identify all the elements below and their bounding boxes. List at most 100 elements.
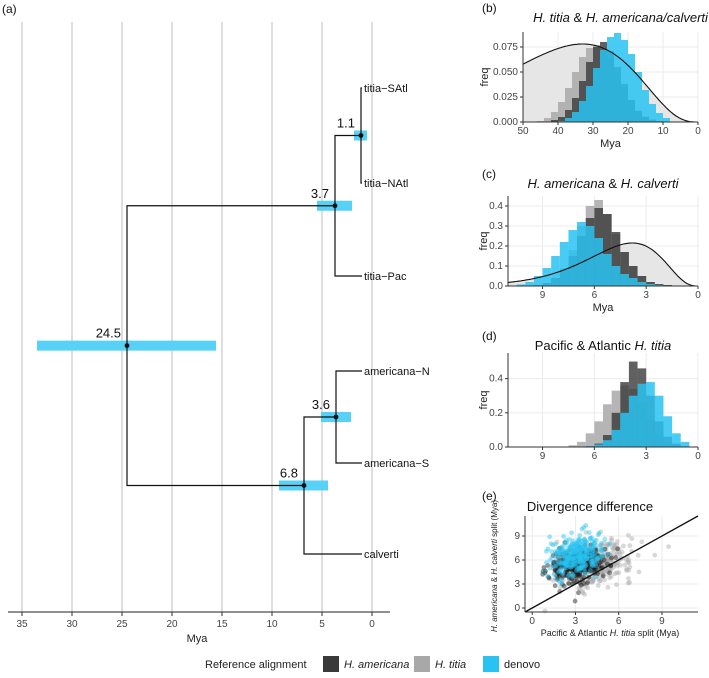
- scatter-point: [616, 546, 622, 552]
- scatter-point: [574, 555, 579, 560]
- scatter-point: [612, 553, 618, 558]
- scatter-point: [556, 571, 562, 576]
- histogram-bar: [646, 284, 655, 286]
- scatter-point: [586, 548, 592, 554]
- panel-c-histogram: (c) H. americana & H. calverti 9 6 3 0 0.0 0.1 0…: [478, 167, 701, 314]
- scatter-point: [560, 548, 566, 554]
- scatter-point: [572, 554, 578, 560]
- scatter-point: [566, 572, 572, 578]
- scatter-point: [562, 560, 568, 566]
- scatter-point: [584, 581, 590, 587]
- histogram-bar: [572, 98, 579, 122]
- histogram-bar: [593, 68, 600, 122]
- histogram-bar: [654, 395, 664, 447]
- scatter-point: [605, 557, 611, 563]
- scatter-point: [575, 538, 581, 544]
- scatter-point: [580, 559, 586, 564]
- scatter-point: [550, 542, 556, 548]
- scatter-point: [565, 545, 571, 551]
- scatter-point: [594, 555, 600, 561]
- scatter-point: [596, 555, 602, 561]
- scatter-point: [572, 573, 578, 578]
- scatter-point: [581, 567, 587, 572]
- scatter-point: [603, 546, 609, 552]
- scatter-point: [567, 564, 573, 570]
- scatter-point: [580, 550, 586, 556]
- x-tick-label: 9: [540, 290, 546, 301]
- panel-label-e: (e): [482, 489, 497, 503]
- scatter-point: [569, 565, 575, 570]
- scatter-point: [594, 562, 600, 568]
- scatter-point: [559, 577, 565, 583]
- scatter-point: [576, 536, 581, 542]
- scatter-point: [598, 564, 604, 569]
- scatter-point: [573, 569, 579, 575]
- scatter-point: [597, 578, 602, 584]
- histogram-bar: [572, 72, 579, 122]
- scatter-point: [582, 560, 588, 566]
- scatter-point: [587, 558, 593, 564]
- tip-label: americana−S: [364, 458, 429, 470]
- scatter-point: [543, 548, 549, 554]
- scatter-point: [568, 545, 574, 551]
- scatter-point: [558, 569, 564, 575]
- scatter-point: [577, 544, 582, 550]
- scatter-point: [580, 590, 586, 596]
- scatter-point: [555, 575, 561, 581]
- scatter-point: [582, 552, 588, 558]
- scatter-point: [596, 563, 602, 569]
- scatter-point: [557, 549, 563, 555]
- scatter-point: [582, 548, 588, 554]
- scatter-point: [586, 547, 592, 553]
- scatter-point: [557, 547, 563, 552]
- scatter-point: [559, 574, 565, 580]
- scatter-point: [578, 561, 584, 567]
- scatter-point: [577, 565, 583, 570]
- x-tick-label: 6: [616, 616, 622, 627]
- scatter-point: [625, 559, 631, 565]
- scatter-point: [587, 576, 593, 582]
- scatter-point: [576, 565, 582, 571]
- scatter-point: [605, 569, 611, 575]
- scatter-point: [570, 556, 576, 561]
- scatter-point: [574, 547, 579, 552]
- scatter-point: [595, 557, 601, 562]
- scatter-point: [582, 563, 588, 568]
- scatter-point: [606, 566, 612, 572]
- scatter-point: [598, 547, 604, 553]
- scatter-point: [577, 563, 582, 569]
- scatter-point: [571, 555, 577, 561]
- scatter-point: [560, 581, 565, 587]
- panel-title-b-part: &: [570, 10, 586, 25]
- histogram-bar: [558, 117, 565, 122]
- x-tick-label-a: 20: [166, 619, 178, 630]
- legend-item-label: H. titia: [435, 659, 466, 671]
- scatter-point: [572, 548, 577, 553]
- scatter-point: [576, 554, 581, 560]
- scatter-point: [569, 551, 575, 557]
- scatter-point: [577, 545, 582, 551]
- y-tick-label: 3: [514, 579, 520, 590]
- histogram-bar: [635, 72, 642, 122]
- scatter-point: [587, 543, 593, 548]
- scatter-point: [584, 545, 590, 551]
- scatter-point: [599, 555, 605, 561]
- scatter-point: [578, 565, 584, 571]
- scatter-point: [557, 551, 563, 557]
- scatter-point: [581, 565, 587, 571]
- scatter-point: [568, 545, 574, 551]
- scatter-point: [564, 561, 570, 567]
- scatter-point: [565, 566, 570, 572]
- scatter-point: [561, 551, 567, 557]
- panel-title-c-part: &: [605, 176, 621, 191]
- scatter-point: [591, 561, 597, 567]
- scatter-point: [600, 543, 606, 549]
- scatter-point: [587, 549, 593, 555]
- x-tick-label-a: 15: [216, 619, 228, 630]
- scatter-point: [592, 557, 598, 563]
- scatter-point: [567, 537, 573, 542]
- scatter-point: [592, 567, 598, 573]
- panel-label-d: (d): [482, 329, 497, 343]
- scatter-point: [600, 569, 606, 574]
- scatter-point: [639, 539, 645, 545]
